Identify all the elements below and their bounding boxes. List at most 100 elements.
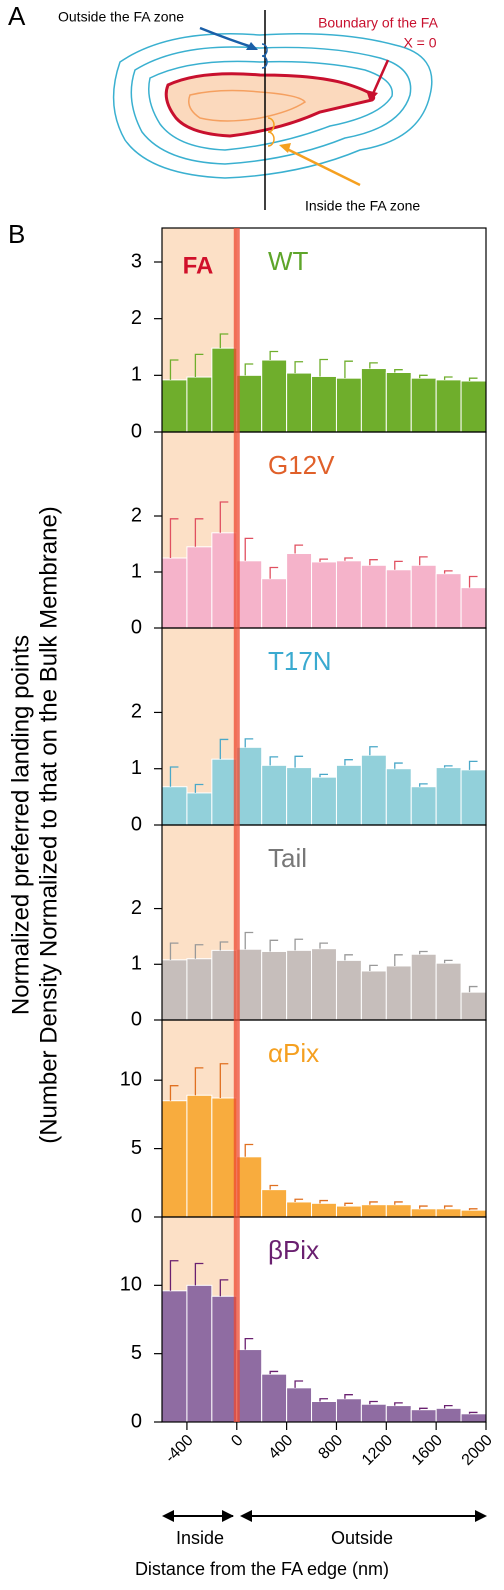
- error-bar: [443, 570, 453, 574]
- bar: [311, 1401, 337, 1423]
- error-bar: [443, 1404, 453, 1409]
- bar: [211, 1097, 238, 1218]
- bar: [286, 1387, 313, 1423]
- error-bar: [344, 759, 353, 766]
- bar: [410, 1409, 437, 1423]
- error-bar: [443, 376, 453, 380]
- y-axis-label: (Number Density Normalized to that on th…: [35, 506, 62, 1144]
- bar: [335, 1398, 362, 1423]
- bar: [311, 948, 337, 1021]
- arrowhead: [279, 143, 291, 153]
- error-bar: [468, 1411, 478, 1414]
- panel-title: T17N: [268, 646, 332, 676]
- bar: [435, 767, 462, 826]
- bar: [286, 553, 313, 629]
- arrowhead: [240, 1510, 252, 1522]
- error-bar: [319, 1398, 328, 1402]
- arrowhead: [246, 42, 258, 50]
- error-bar: [194, 518, 204, 547]
- bar: [385, 768, 412, 826]
- y-axis-label: Normalized preferred landing points: [7, 635, 34, 1015]
- error-bar: [294, 1198, 304, 1202]
- error-bar: [244, 1143, 254, 1157]
- error-bar: [394, 1402, 403, 1406]
- bar: [410, 786, 437, 826]
- error-bar: [443, 959, 453, 964]
- error-bar: [468, 377, 478, 381]
- bar: [410, 953, 437, 1021]
- bar: [435, 1407, 462, 1423]
- annotation: Boundary of the FA: [318, 15, 439, 31]
- region-label: Outside: [331, 1528, 393, 1548]
- error-bar: [244, 363, 254, 376]
- bar: [186, 792, 213, 826]
- y-tick-label: 2: [131, 897, 142, 919]
- bar: [186, 376, 213, 433]
- bar: [186, 1094, 213, 1218]
- bar: [236, 374, 263, 433]
- bar: [311, 375, 337, 433]
- bar: [186, 1284, 213, 1423]
- arrow: [370, 59, 390, 97]
- bracket: [261, 43, 268, 69]
- error-bar: [369, 1201, 378, 1205]
- arrowhead: [366, 90, 378, 102]
- annotation: X = 0: [403, 35, 436, 51]
- bar: [460, 380, 487, 433]
- error-bar: [394, 762, 403, 769]
- x-tick-label: 1600: [409, 1432, 446, 1469]
- bar: [360, 368, 387, 433]
- y-tick-label: 10: [120, 1068, 142, 1090]
- panel-label: B: [8, 219, 25, 249]
- bar: [460, 1413, 487, 1423]
- error-bar: [419, 1205, 428, 1209]
- error-bar: [443, 765, 453, 768]
- fa-label: FA: [183, 252, 214, 279]
- bar: [161, 379, 188, 433]
- error-bar: [219, 1063, 229, 1098]
- bar: [161, 1290, 188, 1423]
- error-bar: [269, 756, 279, 766]
- bar: [335, 959, 362, 1021]
- error-bar: [344, 1202, 353, 1207]
- error-bar: [244, 931, 254, 950]
- error-bar: [219, 738, 229, 760]
- bar: [410, 377, 437, 433]
- error-bar: [319, 942, 328, 949]
- error-bar: [344, 360, 353, 379]
- error-bar: [219, 333, 229, 349]
- bar: [460, 587, 487, 629]
- bar: [335, 560, 362, 629]
- bar: [161, 557, 188, 629]
- bar: [410, 1208, 437, 1218]
- error-bar: [344, 557, 353, 561]
- error-bar: [244, 738, 254, 748]
- bar: [311, 561, 337, 629]
- arrowhead: [222, 1510, 234, 1522]
- bar: [360, 754, 387, 826]
- error-bar: [269, 1184, 279, 1190]
- bar: [161, 959, 188, 1021]
- y-tick-label: 0: [131, 1008, 142, 1030]
- x-tick-label: 0: [228, 1432, 246, 1450]
- error-bar: [319, 773, 328, 778]
- panel-title: G12V: [268, 450, 335, 480]
- bar: [360, 1403, 387, 1423]
- panel-title: Tail: [268, 843, 307, 873]
- y-tick-label: 2: [131, 307, 142, 329]
- bar: [286, 767, 313, 826]
- y-tick-label: 5: [131, 1342, 142, 1364]
- error-bar: [194, 1067, 204, 1096]
- error-bar: [294, 755, 304, 768]
- x-axis-label: Distance from the FA edge (nm): [135, 1559, 389, 1579]
- bar: [261, 578, 288, 629]
- error-bar: [294, 544, 304, 554]
- arrow: [284, 146, 361, 187]
- bar: [435, 573, 462, 629]
- error-bar: [319, 358, 328, 377]
- error-bar: [244, 1337, 254, 1350]
- bar: [236, 948, 263, 1021]
- error-bar: [468, 575, 478, 588]
- bar: [335, 377, 362, 433]
- bar: [261, 950, 288, 1021]
